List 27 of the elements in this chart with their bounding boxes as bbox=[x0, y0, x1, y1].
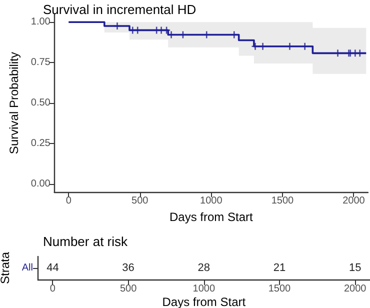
chart-title: Survival in incremental HD bbox=[43, 2, 196, 17]
y-tick-label: All bbox=[22, 262, 33, 274]
point bbox=[113, 22, 122, 30]
data-label: 21 bbox=[273, 262, 286, 274]
y-axis-title: Strata bbox=[0, 252, 12, 284]
data-label: 44 bbox=[46, 262, 59, 274]
x-tick-label: 0 bbox=[66, 196, 72, 207]
x-tick-label: 1500 bbox=[268, 284, 292, 294]
x-tick-label: 500 bbox=[120, 284, 138, 294]
chart-title: Number at risk bbox=[43, 234, 128, 249]
x-tick-label: 500 bbox=[132, 196, 149, 207]
y-tick-label: 0.25 bbox=[30, 138, 51, 150]
x-axis-title: Days from Start bbox=[170, 210, 254, 224]
y-tick-label: 0.50 bbox=[30, 98, 51, 109]
x-tick-label: 0 bbox=[50, 284, 56, 294]
y-tick-label: 0.75 bbox=[30, 57, 51, 68]
x-tick-label: 1000 bbox=[200, 196, 223, 207]
data-label: 28 bbox=[198, 262, 210, 274]
y-axis-title: Survival Probability bbox=[7, 52, 21, 154]
x-tick-label: 2000 bbox=[344, 284, 367, 294]
y-tick-label: 0.00 bbox=[30, 178, 51, 190]
x-tick-label: 1500 bbox=[271, 196, 294, 207]
y-tick-label: 1.00 bbox=[30, 16, 51, 28]
data-label: 36 bbox=[122, 262, 134, 274]
data-label: 15 bbox=[348, 262, 362, 274]
x-tick-label: 1000 bbox=[192, 284, 216, 294]
x-tick-label: 2000 bbox=[342, 196, 366, 207]
